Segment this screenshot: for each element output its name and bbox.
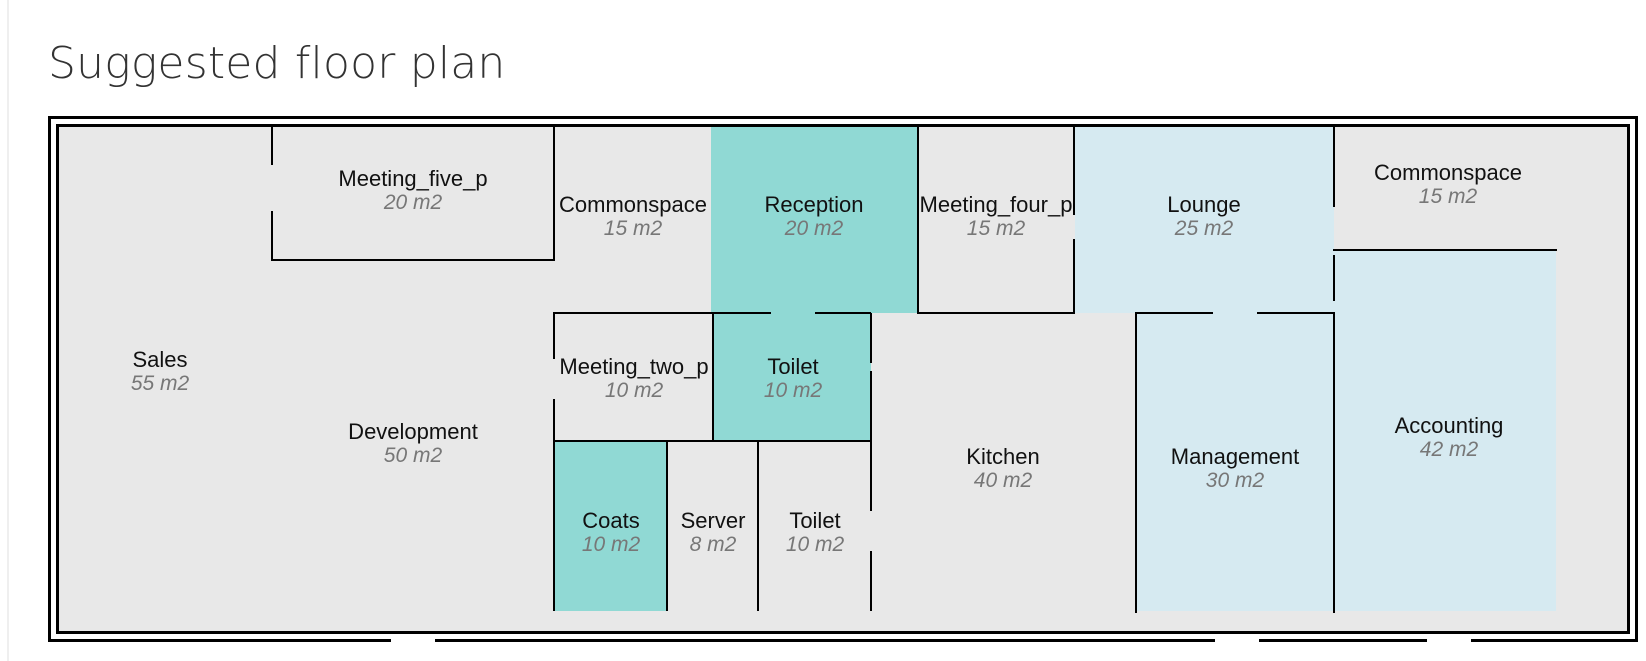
room-name: Commonspace <box>559 192 707 217</box>
room-area: 30 m2 <box>1205 469 1265 492</box>
room-label-development: Development 50 m2 <box>348 420 478 468</box>
wall <box>870 313 872 363</box>
room-area: 15 m2 <box>603 217 663 240</box>
room-label-lounge: Lounge 25 m2 <box>1167 193 1240 241</box>
room-name: Reception <box>764 192 864 217</box>
room-area: 25 m2 <box>1174 217 1234 240</box>
room-label-toilet-2: Toilet 10 m2 <box>786 509 844 557</box>
wall <box>870 371 872 511</box>
room-name: Development <box>348 419 478 444</box>
wall <box>553 312 771 314</box>
room-area: 10 m2 <box>785 533 845 556</box>
room-name: Lounge <box>1167 192 1241 217</box>
floor-plan-interior: Sales 55 m2 Meeting_five_p 20 m2 Commons… <box>56 124 1630 634</box>
room-name: Management <box>1170 444 1300 469</box>
room-area: 10 m2 <box>581 533 641 556</box>
room-area: 15 m2 <box>966 217 1026 240</box>
wall <box>271 259 555 261</box>
wall <box>1135 312 1213 314</box>
room-label-coats: Coats 10 m2 <box>582 509 640 557</box>
room-label-meeting-two-p: Meeting_two_p 10 m2 <box>559 355 708 403</box>
wall <box>815 312 871 314</box>
room-area: 20 m2 <box>383 191 443 214</box>
room-area: 42 m2 <box>1419 438 1479 461</box>
room-fill-reception <box>711 127 918 313</box>
entrance-gap <box>1215 638 1259 642</box>
room-name: Toilet <box>767 354 819 379</box>
wall <box>1073 127 1075 215</box>
room-name: Toilet <box>789 508 841 533</box>
wall <box>553 440 871 442</box>
room-area: 8 m2 <box>689 533 737 556</box>
wall <box>553 313 555 359</box>
wall <box>1333 249 1557 251</box>
room-area: 15 m2 <box>1418 185 1478 208</box>
wall <box>1135 313 1137 613</box>
entrance-gap <box>391 638 435 642</box>
room-fill-accounting <box>1334 249 1556 611</box>
wall <box>712 313 714 441</box>
room-label-reception: Reception 20 m2 <box>764 193 863 241</box>
wall <box>1257 312 1335 314</box>
room-label-toilet-1: Toilet 10 m2 <box>764 355 822 403</box>
wall <box>1333 255 1335 301</box>
room-name: Coats <box>582 508 640 533</box>
room-name: Sales <box>132 347 188 372</box>
wall <box>917 312 1075 314</box>
room-fill-toilet-1 <box>713 313 871 441</box>
wall <box>757 441 759 611</box>
room-label-server: Server 8 m2 <box>681 509 746 557</box>
wall <box>917 127 919 314</box>
wall <box>271 211 273 261</box>
floor-plan: Sales 55 m2 Meeting_five_p 20 m2 Commons… <box>48 116 1638 642</box>
room-area: 55 m2 <box>130 372 190 395</box>
wall <box>1333 313 1335 613</box>
room-name: Meeting_two_p <box>559 354 709 379</box>
room-label-management: Management 30 m2 <box>1171 445 1299 493</box>
room-name: Server <box>680 508 746 533</box>
wall <box>666 441 668 611</box>
room-fill-lounge <box>1075 127 1334 313</box>
room-label-commonspace-1: Commonspace 15 m2 <box>559 193 707 241</box>
wall <box>1073 239 1075 314</box>
room-area: 50 m2 <box>383 444 443 467</box>
room-label-sales: Sales 55 m2 <box>131 348 189 396</box>
room-name: Meeting_five_p <box>338 166 488 191</box>
wall <box>870 551 872 611</box>
room-name: Kitchen <box>966 444 1040 469</box>
room-name: Commonspace <box>1374 160 1522 185</box>
room-fill-coats <box>554 441 667 611</box>
room-label-commonspace-2: Commonspace 15 m2 <box>1374 161 1522 209</box>
wall <box>271 127 273 165</box>
room-label-accounting: Accounting 42 m2 <box>1395 414 1504 462</box>
room-area: 10 m2 <box>604 379 664 402</box>
room-area: 20 m2 <box>784 217 844 240</box>
wall <box>1333 127 1335 207</box>
room-label-meeting-four-p: Meeting_four_p 15 m2 <box>920 193 1073 241</box>
room-area: 10 m2 <box>763 379 823 402</box>
left-edge-rule <box>7 0 9 661</box>
page-title: Suggested floor plan <box>48 38 506 89</box>
entrance-gap <box>1427 638 1471 642</box>
room-name: Meeting_four_p <box>919 192 1073 217</box>
room-area: 40 m2 <box>973 469 1033 492</box>
wall <box>553 127 555 261</box>
wall <box>553 399 555 611</box>
room-label-kitchen: Kitchen 40 m2 <box>966 445 1039 493</box>
room-name: Accounting <box>1394 413 1504 438</box>
room-label-meeting-five-p: Meeting_five_p 20 m2 <box>338 167 487 215</box>
room-fill-management <box>1136 313 1334 611</box>
